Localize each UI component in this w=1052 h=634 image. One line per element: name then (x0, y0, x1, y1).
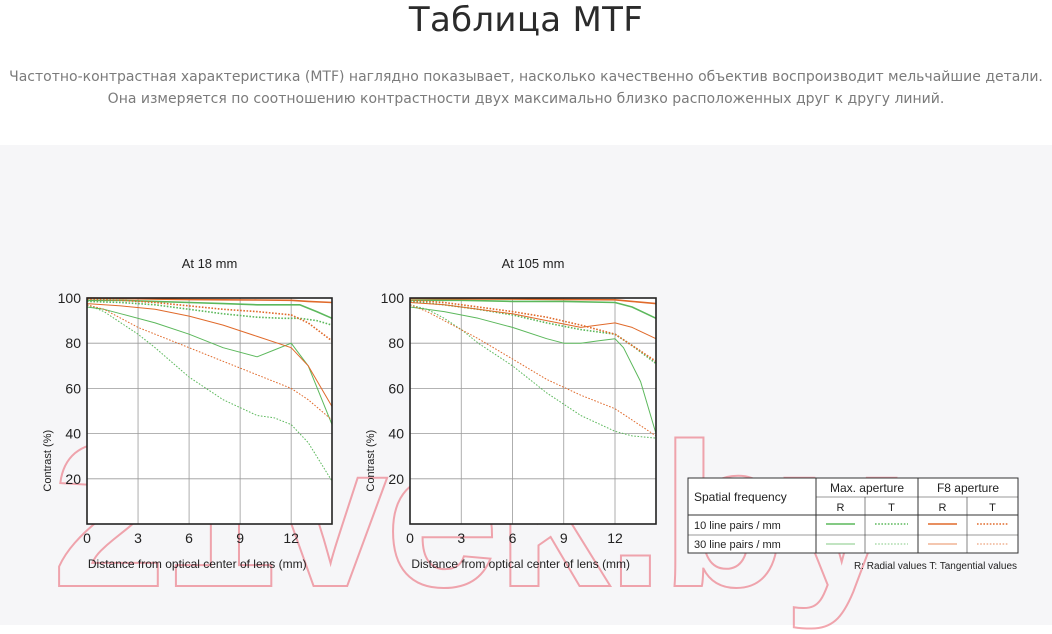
series-line-6 (86, 304, 333, 482)
legend-col-t: T (888, 502, 895, 514)
y-tick-label: 100 (381, 290, 405, 306)
x-tick-label: 3 (457, 530, 465, 546)
x-axis-label: Distance from optical center of lens (mm… (88, 557, 307, 571)
legend-row-30lp: 30 line pairs / mm (694, 539, 781, 551)
x-tick-label: 9 (560, 530, 568, 546)
series-line-3 (409, 297, 657, 305)
plot-frame (409, 297, 657, 525)
series-line-5 (86, 306, 333, 425)
y-tick-label: 60 (65, 380, 81, 396)
series-line-8 (409, 304, 657, 437)
legend-col-r: R (939, 502, 947, 514)
y-tick-label: 60 (388, 380, 404, 396)
description-line-2: Она измеряется по соотношению контрастно… (107, 91, 945, 107)
x-tick-label: 12 (283, 530, 299, 546)
description-line-1: Частотно-контрастная характеристика (MTF… (9, 69, 1043, 85)
series-line-1 (87, 299, 333, 320)
x-tick-label: 3 (134, 530, 142, 546)
y-axis-label: Contrast (%) (365, 430, 377, 492)
plot-frame (86, 297, 333, 525)
plot-area (87, 298, 332, 524)
series-line-8 (86, 304, 333, 421)
y-tick-label: 100 (58, 290, 82, 306)
series-line-4 (409, 299, 657, 362)
x-tick-label: 0 (406, 530, 414, 546)
series-line-2 (86, 300, 333, 326)
series-line-1 (410, 299, 657, 320)
x-tick-label: 6 (509, 530, 517, 546)
chart-title: At 105 mm (502, 256, 565, 271)
x-tick-label: 9 (236, 530, 244, 546)
y-tick-label: 40 (65, 426, 81, 442)
x-tick-label: 0 (83, 530, 91, 546)
legend-col-t: T (989, 502, 996, 514)
page-title: Таблица MTF (408, 0, 644, 40)
y-tick-label: 80 (388, 335, 404, 351)
series-line-7 (409, 302, 657, 340)
x-axis-label: Distance from optical center of lens (mm… (411, 557, 630, 571)
legend-col-r: R (837, 502, 845, 514)
x-tick-label: 6 (185, 530, 193, 546)
y-tick-label: 80 (65, 335, 81, 351)
legend-row-10lp: 10 line pairs / mm (694, 520, 781, 532)
series-line-5 (409, 306, 657, 434)
y-tick-label: 40 (388, 426, 404, 442)
page-header: Таблица MTF Частотно-контрастная характе… (0, 0, 1052, 145)
y-tick-label: 20 (65, 471, 81, 487)
legend-note: R: Radial values T: Tangential values (854, 561, 1017, 572)
mtf-chart-2: At 105 mm 20 40 60 80 100 0 3 6 9 12 Distance from … (365, 256, 657, 571)
chart-title: At 18 mm (182, 256, 238, 271)
y-tick-label: 20 (388, 471, 404, 487)
legend-header-label: Spatial frequency (694, 490, 787, 504)
legend-col-f8-aperture: F8 aperture (937, 481, 999, 495)
mtf-chart-1: At 18 mm 20 40 60 80 100 0 3 6 9 12 Distance from o… (42, 256, 333, 571)
legend-col-max-aperture: Max. aperture (830, 481, 904, 495)
x-tick-label: 12 (607, 530, 623, 546)
legend-table: Spatial frequency Max. aperture F8 apertur… (687, 477, 1019, 572)
series-line-4 (86, 298, 333, 342)
y-axis-label: Contrast (%) (42, 430, 54, 492)
series-line-7 (86, 303, 333, 407)
